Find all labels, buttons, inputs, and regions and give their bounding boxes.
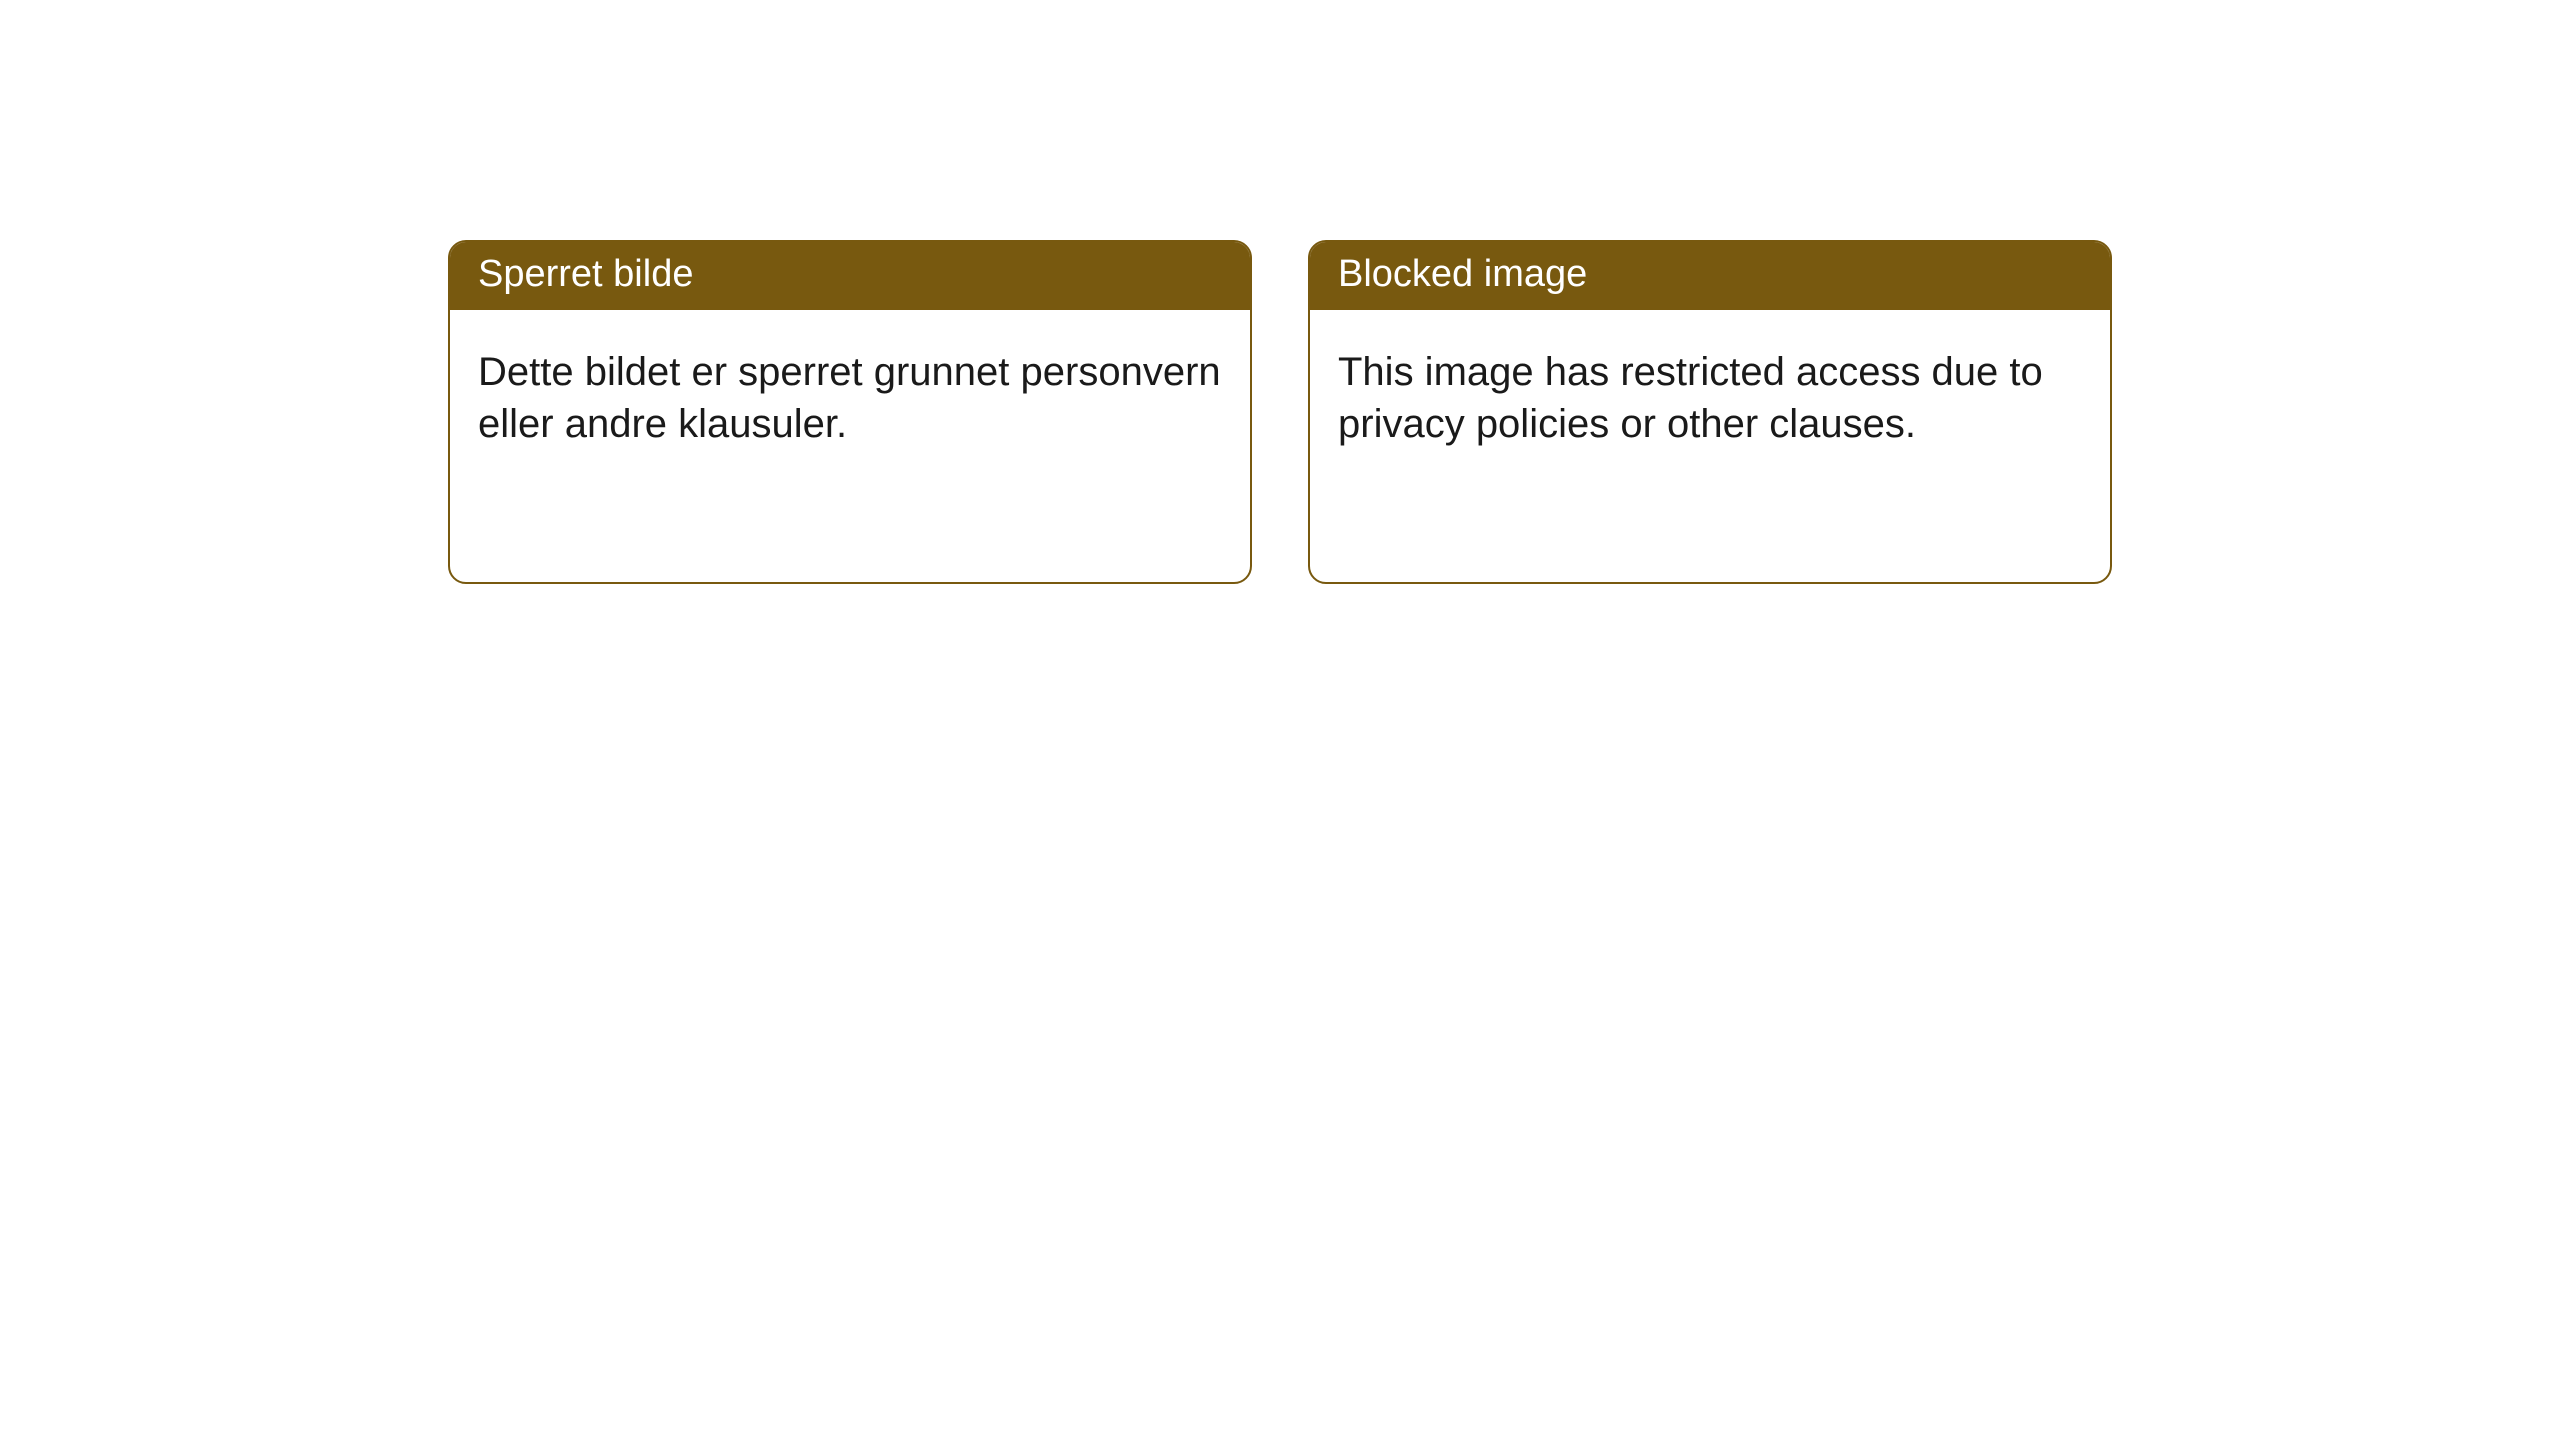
- notice-title-english: Blocked image: [1338, 253, 1587, 295]
- notice-text-english: This image has restricted access due to …: [1338, 346, 2082, 452]
- notice-header-norwegian: Sperret bilde: [450, 242, 1250, 310]
- notice-body-norwegian: Dette bildet er sperret grunnet personve…: [450, 310, 1250, 582]
- notice-card-english: Blocked image This image has restricted …: [1308, 240, 2112, 584]
- notice-body-english: This image has restricted access due to …: [1310, 310, 2110, 582]
- notice-card-norwegian: Sperret bilde Dette bildet er sperret gr…: [448, 240, 1252, 584]
- notice-title-norwegian: Sperret bilde: [478, 253, 693, 295]
- notice-header-english: Blocked image: [1310, 242, 2110, 310]
- notice-text-norwegian: Dette bildet er sperret grunnet personve…: [478, 346, 1222, 452]
- notice-container: Sperret bilde Dette bildet er sperret gr…: [0, 0, 2560, 584]
